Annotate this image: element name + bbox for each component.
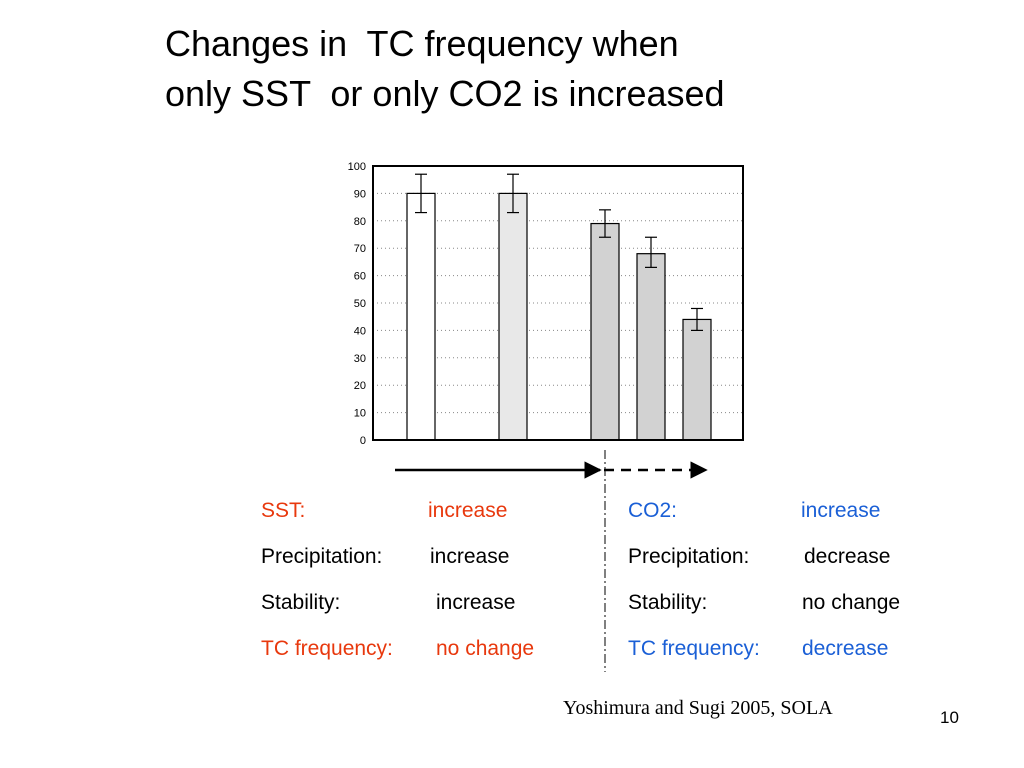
right-tc-frequency-row: TC frequency: decrease (628, 635, 888, 747)
left-precipitation-row: Precipitation: increase (261, 543, 509, 655)
sst-panel: SST: increase Precipitation: increase St… (261, 497, 561, 667)
bar-2 (498, 192, 528, 441)
y-tick-label: 0 (360, 435, 366, 447)
right-tc-frequency-value: decrease (802, 637, 889, 660)
y-tick-label: 100 (348, 161, 366, 173)
right-precipitation-value: decrease (804, 545, 891, 568)
right-tc-frequency-label: TC frequency: (628, 637, 760, 660)
co2-panel: CO2: increase Precipitation: decrease St… (628, 497, 928, 667)
left-tc-frequency-label: TC frequency: (261, 637, 393, 660)
left-stability-value: increase (436, 591, 516, 614)
chart-grid (373, 192, 743, 414)
right-precipitation-label: Precipitation: (628, 545, 750, 568)
co2-row: CO2: increase (628, 497, 880, 609)
y-tick-label: 60 (354, 271, 366, 283)
left-tc-frequency-row: TC frequency: no change (261, 635, 534, 747)
bar-5 (682, 318, 712, 441)
chart-error-bars (415, 173, 703, 331)
sst-row: SST: increase (261, 497, 507, 609)
sst-label: SST: (261, 499, 306, 522)
y-tick-label: 70 (354, 243, 366, 255)
left-precipitation-value: increase (430, 545, 510, 568)
co2-value: increase (801, 499, 881, 522)
y-tick-label: 20 (354, 380, 366, 392)
slide-title-line-1: Changes in TC frequency when (165, 23, 679, 64)
bar-3 (590, 222, 620, 441)
right-stability-value: no change (802, 591, 901, 614)
page-number: 10 (940, 708, 959, 727)
y-tick-label: 50 (354, 298, 366, 310)
citation: Yoshimura and Sugi 2005, SOLA (563, 697, 833, 719)
left-stability-label: Stability: (261, 591, 341, 614)
slide-title-line-2: only SST or only CO2 is increased (165, 73, 725, 114)
bar-4 (636, 253, 666, 441)
left-stability-row: Stability: increase (261, 589, 515, 701)
chart-y-ticks: 0 10 20 30 40 50 60 70 80 90 100 (348, 161, 366, 447)
co2-label: CO2: (628, 499, 678, 522)
y-tick-label: 30 (354, 353, 366, 365)
y-tick-label: 80 (354, 216, 366, 228)
sst-value: increase (428, 499, 508, 522)
left-tc-frequency-value: no change (436, 637, 535, 660)
y-tick-label: 10 (354, 408, 366, 420)
bar-1 (406, 192, 436, 441)
right-stability-row: Stability: no change (628, 589, 900, 701)
right-stability-label: Stability: (628, 591, 708, 614)
left-precipitation-label: Precipitation: (261, 545, 383, 568)
y-tick-label: 40 (354, 325, 366, 337)
plot-frame (372, 165, 744, 441)
chart-bars (406, 192, 712, 441)
right-precipitation-row: Precipitation: decrease (628, 543, 890, 655)
y-tick-label: 90 (354, 188, 366, 200)
